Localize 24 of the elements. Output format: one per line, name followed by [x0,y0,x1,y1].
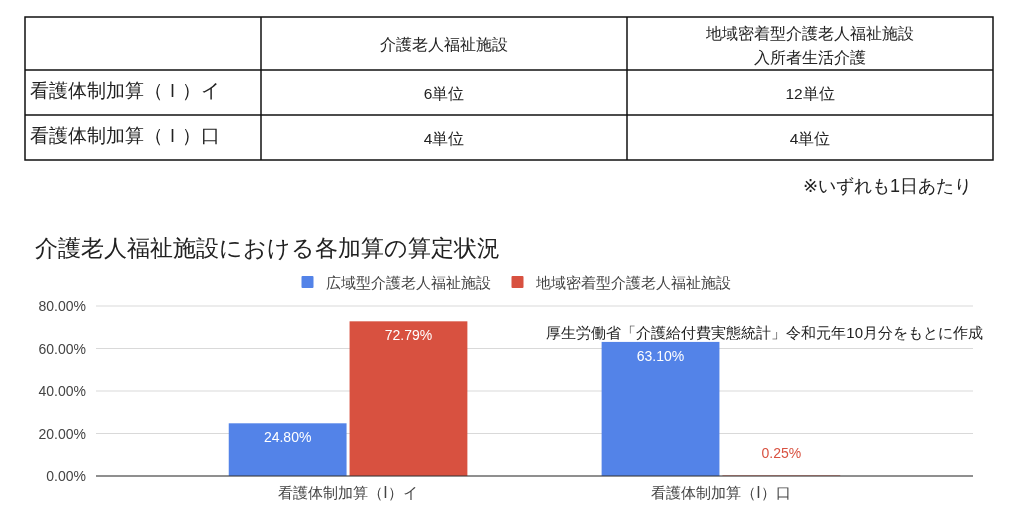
data-label: 24.80% [263,429,312,446]
text: ※いずれも1日あたり [802,176,972,196]
data-label: 4単位 [423,130,465,147]
y-tick-label: 20.00% [38,425,86,442]
data-label: 72.79% [384,327,433,344]
x-tick-label: 看護体制加算（Ⅰ）イ [278,483,418,501]
data-label: 6単位 [423,85,465,102]
y-tick-label: 看護体制加算（Ｉ）イ [30,80,220,101]
y-tick-label: 看護体制加算（Ｉ）口 [30,125,220,146]
y-tick-label: 60.00% [38,340,86,357]
legend-label: 広域型介護老人福祉施設 [325,273,491,291]
data-label: 63.10% [636,347,685,364]
x-tick-label: 看護体制加算（Ⅰ）口 [651,483,791,501]
data-label: 4単位 [789,130,831,147]
data-label: 12単位 [785,85,835,102]
chart-title: 介護老人福祉施設における各加算の算定状況 [35,235,500,261]
y-tick-label: 40.00% [38,383,86,399]
x-tick-label: 介護老人福祉施設 [380,36,508,53]
x-tick-label: 地域密着型介護老人福祉施設入所者生活介護 [705,24,914,65]
annotation: 厚生労働省「介護給付費実態統計」令和元年10月分をもとに作成 [546,323,983,341]
y-tick-label: 0.00% [46,468,86,484]
data-label: 0.25% [761,445,802,462]
legend-label: 地域密着型介護老人福祉施設 [534,273,731,291]
y-tick-label: 80.00% [38,298,86,314]
